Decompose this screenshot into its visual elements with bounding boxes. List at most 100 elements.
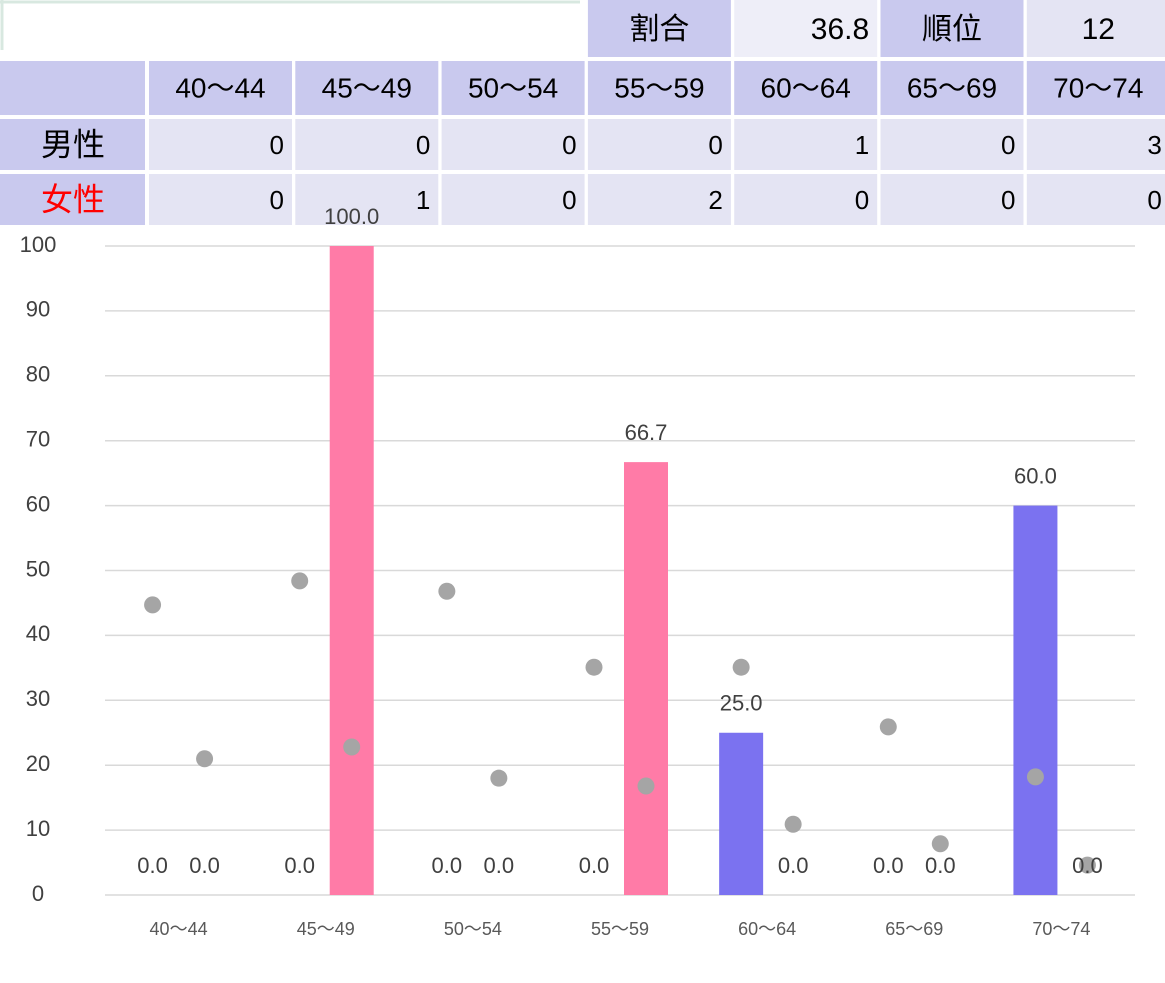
- data-cell: [587, 119, 731, 170]
- header-label: 55～59: [614, 72, 704, 103]
- summary-label: 割合: [629, 13, 689, 46]
- x-tick-label: 40～44: [150, 919, 208, 939]
- bar: [719, 732, 764, 895]
- cell-value: 0: [1001, 130, 1015, 160]
- cell-value: 0: [855, 185, 869, 215]
- row-label: 女性: [41, 181, 105, 217]
- header-cell: [295, 61, 439, 115]
- data-label: 0.0: [432, 853, 463, 878]
- data-cell: [149, 174, 292, 225]
- dot: [343, 738, 361, 756]
- data-label: 0.0: [925, 853, 956, 878]
- cell-value: 0: [270, 130, 284, 160]
- summary-value-cell: [1026, 0, 1165, 57]
- row-label-cell: [0, 174, 145, 225]
- bar: [329, 246, 374, 895]
- data-cell: [441, 174, 585, 225]
- cell-value: 1: [416, 185, 430, 215]
- header-cell: [1026, 61, 1165, 115]
- y-tick-label: 90: [26, 297, 50, 322]
- summary-label-cell: [880, 0, 1024, 57]
- x-tick-label: 50～54: [444, 919, 502, 939]
- header-label: 70～74: [1053, 72, 1143, 103]
- data-cell: [441, 119, 585, 170]
- y-tick-label: 60: [26, 491, 50, 516]
- dot: [196, 750, 214, 768]
- data-cell: [1026, 119, 1165, 170]
- cell-value: 2: [708, 185, 722, 215]
- header-cell: [149, 61, 292, 115]
- data-label: 60.0: [1014, 463, 1057, 488]
- cell-value: 0: [270, 185, 284, 215]
- y-tick-label: 100: [20, 232, 57, 257]
- dot: [784, 815, 802, 833]
- data-label: 100.0: [324, 204, 379, 229]
- header-cell: [441, 61, 585, 115]
- y-tick-label: 0: [32, 881, 44, 906]
- data-label: 0.0: [484, 853, 515, 878]
- header-cell: [734, 61, 878, 115]
- cell-value: 0: [708, 130, 722, 160]
- dot: [637, 777, 655, 795]
- y-tick-label: 80: [26, 362, 50, 387]
- y-tick-label: 70: [26, 427, 50, 452]
- header-label: 60～64: [761, 72, 851, 103]
- row-label: 男性: [41, 126, 105, 162]
- dot: [879, 718, 897, 736]
- data-label: 0.0: [189, 853, 220, 878]
- dot: [490, 769, 508, 787]
- data-label: 0.0: [778, 853, 809, 878]
- data-label: 66.7: [625, 420, 668, 445]
- summary-value: 36.8: [811, 13, 869, 46]
- x-tick-label: 65～69: [885, 919, 943, 939]
- data-label: 25.0: [720, 691, 763, 716]
- data-cell: [295, 174, 439, 225]
- summary-label: 順位: [922, 13, 982, 46]
- x-tick-label: 70～74: [1032, 919, 1090, 939]
- data-cell: [1026, 174, 1165, 225]
- dot: [438, 582, 456, 600]
- data-cell: [149, 119, 292, 170]
- dot: [144, 596, 162, 614]
- y-tick-label: 40: [26, 621, 50, 646]
- x-tick-label: 45～49: [297, 919, 355, 939]
- cell-value: 0: [562, 185, 576, 215]
- data-cell: [734, 119, 878, 170]
- data-cell: [734, 174, 878, 225]
- dot: [1078, 856, 1096, 874]
- cell-value: 0: [416, 130, 430, 160]
- bar: [624, 462, 668, 895]
- y-tick-label: 20: [26, 751, 50, 776]
- header-label: 65～69: [907, 72, 997, 103]
- data-label: 0.0: [137, 853, 168, 878]
- data-cell: [880, 119, 1024, 170]
- data-cell: [295, 119, 439, 170]
- header-label: 40～44: [175, 72, 265, 103]
- row-label-cell: [0, 119, 145, 170]
- header-corner: [0, 61, 145, 115]
- cell-value: 1: [855, 130, 869, 160]
- data-label: 0.0: [284, 853, 315, 878]
- summary-value-cell: [734, 0, 878, 57]
- cell-value: 0: [1001, 185, 1015, 215]
- y-tick-label: 50: [26, 556, 50, 581]
- cell-value: 0: [1147, 185, 1161, 215]
- data-label: 0.0: [579, 853, 610, 878]
- dot: [1026, 768, 1044, 786]
- data-cell: [880, 174, 1024, 225]
- header-label: 45～49: [322, 72, 412, 103]
- x-tick-label: 55～59: [591, 919, 649, 939]
- header-cell: [880, 61, 1024, 115]
- cell-value: 3: [1147, 130, 1161, 160]
- header-label: 50～54: [468, 72, 558, 103]
- summary-value: 12: [1082, 13, 1115, 46]
- dot: [585, 658, 603, 676]
- cell-value: 0: [562, 130, 576, 160]
- header-cell: [587, 61, 731, 115]
- y-tick-label: 30: [26, 686, 50, 711]
- data-label: 0.0: [1072, 853, 1103, 878]
- dot: [732, 658, 750, 676]
- dot: [291, 572, 309, 590]
- data-cell: [587, 174, 731, 225]
